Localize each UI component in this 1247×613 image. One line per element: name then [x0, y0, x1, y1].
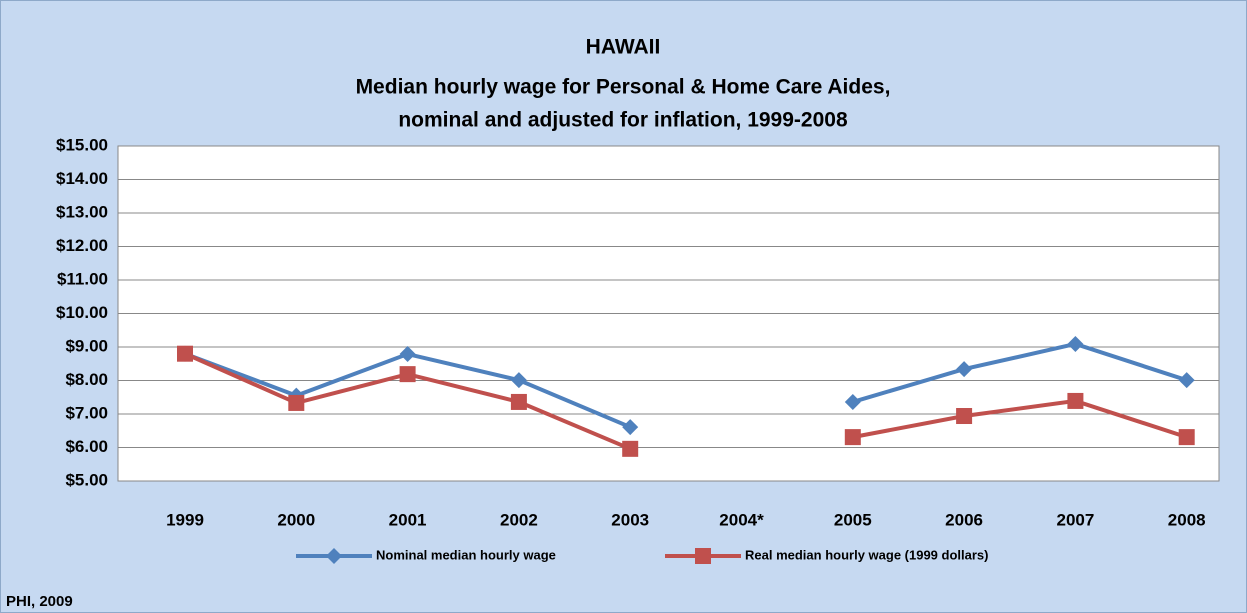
data-point — [844, 393, 861, 410]
y-tick-label: $12.00 — [56, 236, 108, 255]
data-point — [1178, 429, 1195, 446]
x-tick-label: 2007 — [1056, 510, 1094, 529]
chart-title: HAWAII — [586, 36, 661, 59]
y-tick-label: $15.00 — [56, 135, 108, 154]
data-point — [956, 361, 973, 378]
y-tick-label: $7.00 — [65, 403, 108, 422]
x-tick-label: 2008 — [1168, 510, 1206, 529]
chart-subtitle: Median hourly wage for Personal & Home C… — [356, 76, 891, 99]
x-tick-label: 2002 — [500, 510, 538, 529]
y-tick-label: $14.00 — [56, 169, 108, 188]
x-tick-label: 2005 — [834, 510, 872, 529]
data-point — [1067, 392, 1084, 409]
legend-label: Real median hourly wage (1999 dollars) — [745, 547, 988, 562]
y-tick-label: $8.00 — [65, 370, 108, 389]
y-tick-label: $11.00 — [57, 269, 108, 288]
legend-marker — [695, 548, 711, 564]
legend-label: Nominal median hourly wage — [376, 547, 556, 562]
legend-marker — [326, 548, 342, 564]
x-tick-label: 2001 — [389, 510, 427, 529]
x-tick-label: 2004* — [719, 510, 764, 529]
data-point — [956, 408, 973, 425]
x-tick-label: 1999 — [166, 510, 204, 529]
data-point — [399, 346, 416, 363]
data-point — [177, 345, 193, 362]
y-tick-label: $6.00 — [65, 437, 108, 456]
data-point — [1178, 372, 1195, 389]
data-point — [844, 429, 861, 446]
data-point — [622, 419, 639, 436]
y-tick-label: $9.00 — [65, 336, 108, 355]
data-point — [510, 393, 527, 410]
y-tick-label: $5.00 — [65, 470, 108, 489]
data-point — [288, 394, 305, 411]
data-point — [510, 372, 527, 389]
data-point — [1067, 335, 1084, 352]
chart-subtitle: nominal and adjusted for inflation, 1999… — [398, 109, 848, 132]
data-point — [622, 440, 639, 457]
x-tick-label: 2000 — [277, 510, 315, 529]
x-tick-label: 2003 — [611, 510, 649, 529]
x-tick-label: 2006 — [945, 510, 983, 529]
source: PHI, 2009 — [6, 593, 73, 610]
y-tick-label: $10.00 — [56, 303, 108, 322]
data-point — [399, 366, 416, 383]
y-tick-label: $13.00 — [56, 202, 108, 221]
